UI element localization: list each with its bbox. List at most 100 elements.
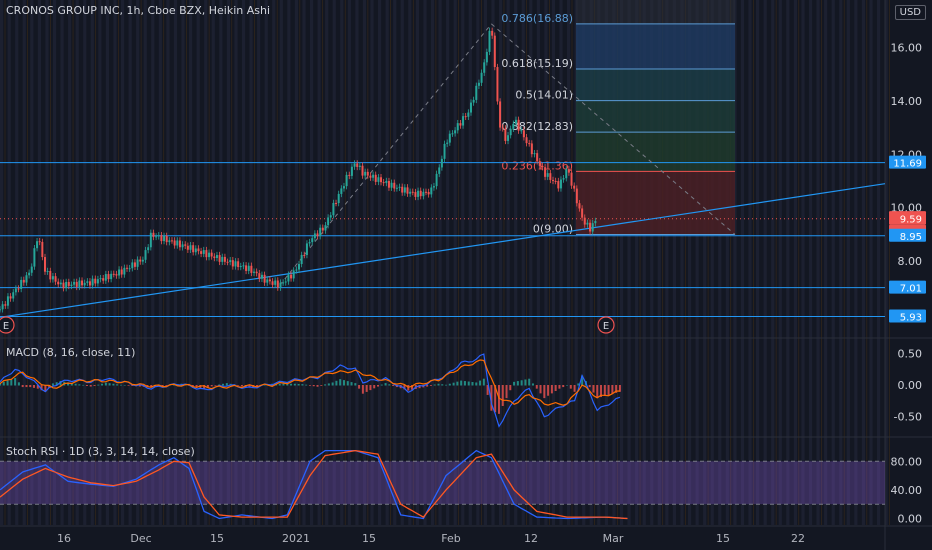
candle xyxy=(41,241,44,258)
fib-zone-top xyxy=(576,0,735,24)
candle xyxy=(62,282,65,289)
session-shade xyxy=(332,0,336,525)
candle xyxy=(364,171,367,176)
candle xyxy=(456,123,459,131)
currency-badge[interactable]: USD xyxy=(894,5,926,20)
candle xyxy=(483,62,486,73)
macd-histogram-bar xyxy=(2,381,5,386)
candle xyxy=(419,190,422,197)
candle xyxy=(88,281,91,286)
time-axis-tick: 16 xyxy=(57,532,71,545)
candle xyxy=(565,169,568,179)
candle xyxy=(260,274,263,279)
candle xyxy=(276,280,279,288)
candle xyxy=(279,282,282,288)
session-shade xyxy=(786,0,790,525)
candle xyxy=(467,112,470,117)
candle xyxy=(411,191,414,193)
macd-histogram-bar xyxy=(547,385,550,396)
candle xyxy=(218,255,221,262)
candle xyxy=(485,51,488,63)
time-axis-tick: 15 xyxy=(362,532,376,545)
macd-histogram-bar xyxy=(596,385,599,399)
candle xyxy=(173,240,176,246)
session-shade xyxy=(302,0,306,525)
candle xyxy=(546,173,549,177)
candle xyxy=(366,171,369,176)
session-shade xyxy=(181,0,185,525)
candle xyxy=(282,282,285,284)
candle xyxy=(512,123,515,129)
candle xyxy=(567,169,570,173)
session-shade xyxy=(695,0,699,525)
session-shade xyxy=(680,0,684,525)
macd-histogram-bar xyxy=(392,385,395,386)
session-shade xyxy=(574,0,578,525)
macd-histogram-bar xyxy=(44,385,47,392)
macd-histogram-bar xyxy=(74,383,77,386)
macd-histogram-bar xyxy=(494,385,497,413)
candle xyxy=(54,276,57,282)
session-shade xyxy=(529,0,533,525)
macd-histogram-bar xyxy=(308,385,311,386)
macd-histogram-bar xyxy=(531,383,534,386)
time-axis-tick: 2021 xyxy=(282,532,310,545)
session-shade xyxy=(672,0,677,525)
session-shade xyxy=(839,0,843,525)
candle xyxy=(544,167,547,177)
candle xyxy=(332,202,335,216)
macd-histogram-bar xyxy=(607,385,610,395)
candle xyxy=(247,265,250,271)
candle xyxy=(308,242,311,244)
candle xyxy=(525,137,528,144)
session-shade xyxy=(491,0,495,525)
candle xyxy=(141,259,144,262)
session-shade xyxy=(196,0,200,525)
candle xyxy=(316,233,319,237)
macd-histogram-bar xyxy=(411,385,414,390)
candle xyxy=(123,267,126,275)
macd-histogram-bar xyxy=(195,385,198,388)
macd-histogram-bar xyxy=(588,385,591,388)
session-shade xyxy=(476,0,480,525)
candle xyxy=(149,232,152,248)
session-shade xyxy=(378,0,382,525)
macd-histogram-bar xyxy=(172,384,175,386)
session-shade xyxy=(589,0,593,525)
candle xyxy=(522,130,525,138)
candle xyxy=(509,128,512,136)
macd-title: MACD (8, 16, close, 11) xyxy=(6,346,136,359)
candle xyxy=(594,220,597,224)
macd-histogram-bar xyxy=(278,383,281,386)
candle xyxy=(253,271,256,273)
macd-histogram-bar xyxy=(388,384,391,386)
macd-histogram-bar xyxy=(501,385,504,406)
macd-histogram-bar xyxy=(6,380,9,386)
session-shade xyxy=(461,0,465,525)
candle xyxy=(184,244,187,246)
session-shade xyxy=(793,0,797,525)
chart-title: CRONOS GROUP INC, 1h, Cboe BZX, Heikin A… xyxy=(6,4,271,17)
macd-histogram-bar xyxy=(600,385,603,398)
candle xyxy=(12,292,15,299)
candle xyxy=(242,265,245,267)
session-shade xyxy=(725,0,729,525)
candle xyxy=(591,223,594,232)
candle xyxy=(454,130,457,134)
macd-histogram-bar xyxy=(403,385,406,390)
time-axis-tick: Mar xyxy=(603,532,624,545)
macd-histogram-bar xyxy=(520,380,523,386)
macd-histogram-bar xyxy=(365,385,368,392)
candle xyxy=(22,279,25,283)
fib-zone xyxy=(576,132,735,172)
session-shade xyxy=(317,0,321,525)
session-shade xyxy=(778,0,782,525)
macd-histogram-bar xyxy=(550,385,553,394)
candle xyxy=(33,248,36,267)
macd-histogram-bar xyxy=(210,385,213,387)
candle xyxy=(268,279,271,282)
macd-histogram-bar xyxy=(581,375,584,386)
candle xyxy=(446,142,449,144)
macd-histogram-bar xyxy=(479,380,482,386)
